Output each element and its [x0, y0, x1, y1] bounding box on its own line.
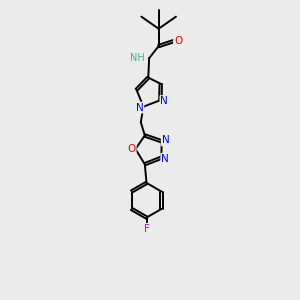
- Text: O: O: [174, 36, 182, 46]
- Text: O: O: [128, 144, 136, 154]
- Text: F: F: [144, 224, 149, 234]
- Text: N: N: [160, 96, 168, 106]
- Text: N: N: [161, 154, 169, 164]
- Text: NH: NH: [130, 53, 145, 63]
- Text: N: N: [162, 136, 170, 146]
- Text: N: N: [136, 103, 143, 112]
